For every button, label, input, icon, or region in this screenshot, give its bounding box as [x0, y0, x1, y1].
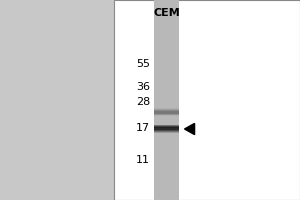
Bar: [154, 16, 179, 20]
Bar: [154, 150, 179, 153]
Bar: [154, 130, 179, 131]
Bar: [154, 36, 179, 40]
Bar: [154, 13, 179, 17]
Bar: [154, 33, 179, 37]
Bar: [154, 112, 179, 113]
Bar: [154, 112, 179, 113]
Bar: [154, 110, 179, 113]
Bar: [154, 70, 179, 73]
Bar: [154, 80, 179, 83]
Text: 36: 36: [136, 82, 150, 92]
Bar: [154, 125, 179, 126]
Bar: [154, 113, 179, 117]
Bar: [154, 100, 179, 103]
Bar: [154, 23, 179, 27]
Bar: [154, 136, 179, 140]
Bar: [154, 0, 179, 3]
Bar: [154, 63, 179, 67]
Bar: [154, 140, 179, 143]
Bar: [154, 131, 179, 132]
Bar: [154, 90, 179, 93]
Bar: [154, 76, 179, 80]
Text: 11: 11: [136, 155, 150, 165]
Bar: [154, 127, 179, 128]
Bar: [154, 143, 179, 147]
Bar: [154, 108, 179, 109]
Bar: [154, 166, 179, 170]
Bar: [154, 114, 179, 115]
Bar: [154, 113, 179, 114]
Bar: [154, 115, 179, 116]
Bar: [154, 20, 179, 23]
Bar: [154, 113, 179, 114]
Bar: [154, 109, 179, 110]
Bar: [154, 106, 179, 110]
Bar: [154, 56, 179, 60]
Text: CEM: CEM: [153, 8, 180, 18]
Bar: [154, 123, 179, 127]
Bar: [154, 132, 179, 133]
Text: 17: 17: [136, 123, 150, 133]
Bar: [154, 160, 179, 163]
Bar: [154, 186, 179, 190]
Bar: [154, 66, 179, 70]
Polygon shape: [184, 123, 195, 135]
Bar: [154, 83, 179, 87]
Bar: [154, 46, 179, 50]
Bar: [154, 176, 179, 180]
Bar: [154, 60, 179, 63]
Bar: [154, 146, 179, 150]
Bar: [154, 114, 179, 115]
Bar: [114, 0, 300, 200]
Bar: [154, 43, 179, 47]
Bar: [154, 110, 179, 111]
Bar: [154, 93, 179, 97]
Text: 55: 55: [136, 59, 150, 69]
Bar: [154, 10, 179, 13]
Bar: [154, 103, 179, 107]
Bar: [154, 127, 179, 128]
Bar: [154, 50, 179, 53]
Bar: [154, 53, 179, 57]
Bar: [154, 86, 179, 90]
Bar: [154, 40, 179, 43]
Bar: [154, 156, 179, 160]
Bar: [154, 183, 179, 187]
Bar: [154, 125, 179, 126]
Bar: [154, 129, 179, 130]
Bar: [154, 153, 179, 157]
Bar: [154, 196, 179, 200]
Bar: [154, 193, 179, 197]
Bar: [154, 116, 179, 120]
Bar: [154, 170, 179, 173]
Text: 28: 28: [136, 97, 150, 107]
Bar: [154, 26, 179, 30]
Bar: [154, 133, 179, 137]
Bar: [154, 6, 179, 10]
Bar: [154, 96, 179, 100]
Bar: [154, 126, 179, 130]
Bar: [154, 111, 179, 112]
Bar: [154, 180, 179, 183]
Bar: [154, 73, 179, 77]
Bar: [154, 173, 179, 177]
Bar: [154, 128, 179, 129]
Bar: [154, 126, 179, 127]
Bar: [154, 30, 179, 33]
Bar: [154, 126, 179, 127]
Bar: [154, 163, 179, 167]
Bar: [154, 3, 179, 7]
Bar: [154, 120, 179, 123]
Bar: [154, 130, 179, 133]
Bar: [154, 190, 179, 193]
